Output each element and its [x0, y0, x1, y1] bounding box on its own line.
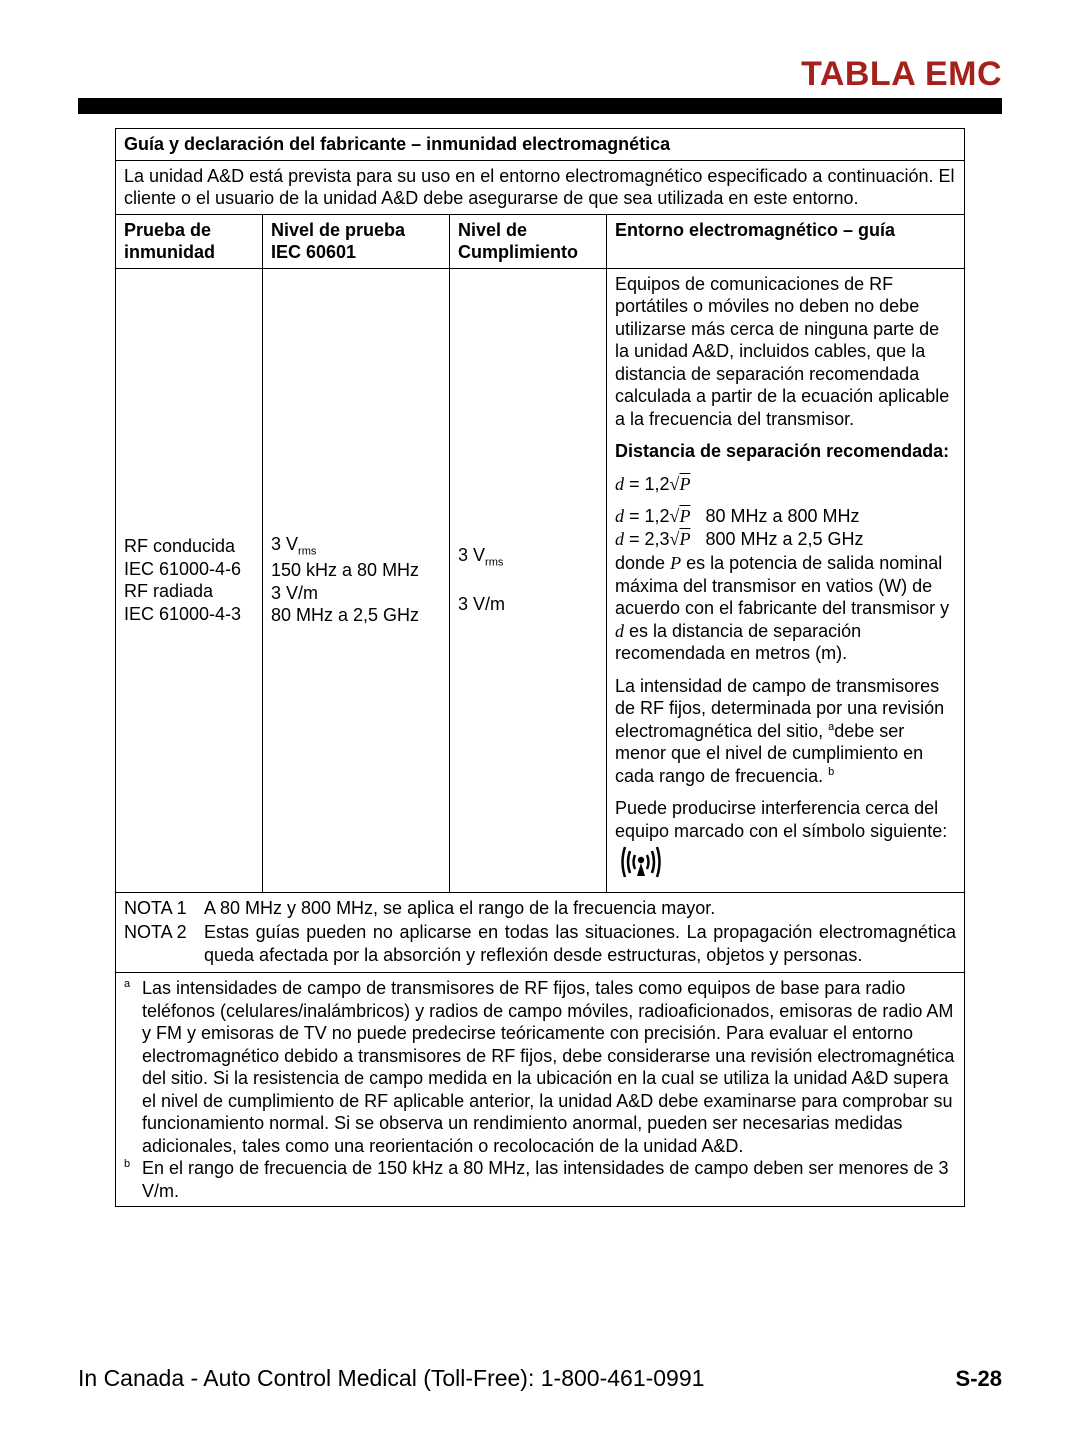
- emc-table-container: Guía y declaración del fabricante – inmu…: [115, 128, 965, 1207]
- note-2: NOTA 2 Estas guías pueden no aplicarse e…: [124, 921, 956, 966]
- col-header-text: Nivel de prueba: [271, 220, 405, 240]
- compliance-value: 3 V/m: [458, 594, 505, 614]
- test-standard: IEC 61000-4-3: [124, 604, 241, 624]
- footnote-text: Las intensidades de campo de transmisore…: [142, 977, 956, 1157]
- page-title: TABLA EMC: [801, 55, 1002, 94]
- footnote-a: a Las intensidades de campo de transmiso…: [124, 977, 956, 1157]
- col-header-text: Cumplimiento: [458, 242, 578, 262]
- compliance-value: 3 V: [458, 545, 485, 565]
- test-name: RF radiada: [124, 581, 213, 601]
- cell-guidance: Equipos de comunicaciones de RF portátil…: [607, 268, 965, 892]
- col-header-test-level: Nivel de prueba IEC 60601: [263, 214, 450, 268]
- note-1: NOTA 1 A 80 MHz y 800 MHz, se aplica el …: [124, 897, 956, 920]
- col-header-immunity: Prueba de inmunidad: [116, 214, 263, 268]
- test-level-value: 3 V: [271, 534, 298, 554]
- note-label: NOTA 1: [124, 897, 204, 920]
- table-main-heading: Guía y declaración del fabricante – inmu…: [116, 129, 965, 161]
- equation-1: d = 1,2√P: [615, 473, 956, 496]
- cell-test-level: 3 Vrms 150 kHz a 80 MHz 3 V/m 80 MHz a 2…: [263, 268, 450, 892]
- equations-23: d = 1,2√P 80 MHz a 800 MHz d = 2,3√P 800…: [615, 505, 956, 550]
- guidance-p1: Equipos de comunicaciones de RF portátil…: [615, 273, 956, 431]
- cell-footnotes: a Las intensidades de campo de transmiso…: [116, 973, 965, 1207]
- emc-table: Guía y declaración del fabricante – inmu…: [115, 128, 965, 1207]
- footnote-label: b: [124, 1157, 142, 1202]
- col-header-guidance: Entorno electromagnético – guía: [607, 214, 965, 268]
- rf-interference-icon: [618, 842, 664, 888]
- title-bar: [78, 98, 1002, 114]
- col-header-text: inmunidad: [124, 242, 215, 262]
- test-level-range: 80 MHz a 2,5 GHz: [271, 605, 419, 625]
- footnote-b: b En el rango de frecuencia de 150 kHz a…: [124, 1157, 956, 1202]
- guidance-p4: Puede producirse interferencia cerca del…: [615, 797, 956, 888]
- footnote-label: a: [124, 977, 142, 1157]
- note-text: Estas guías pueden no aplicarse en todas…: [204, 921, 956, 966]
- guidance-heading: Distancia de separación recomendada:: [615, 440, 956, 463]
- test-level-range: 150 kHz a 80 MHz: [271, 560, 419, 580]
- note-text: A 80 MHz y 800 MHz, se aplica el rango d…: [204, 897, 956, 920]
- guidance-p2: donde P es la potencia de salida nominal…: [615, 552, 956, 665]
- test-name: RF conducida: [124, 536, 235, 556]
- test-standard: IEC 61000-4-6: [124, 559, 241, 579]
- cell-notes: NOTA 1 A 80 MHz y 800 MHz, se aplica el …: [116, 892, 965, 973]
- cell-immunity-test: RF conducida IEC 61000-4-6 RF radiada IE…: [116, 268, 263, 892]
- col-header-compliance: Nivel de Cumplimiento: [450, 214, 607, 268]
- page-footer: In Canada - Auto Control Medical (Toll-F…: [78, 1365, 1002, 1392]
- note-label: NOTA 2: [124, 921, 204, 966]
- footer-contact: In Canada - Auto Control Medical (Toll-F…: [78, 1365, 704, 1392]
- cell-compliance: 3 Vrms 3 V/m: [450, 268, 607, 892]
- col-header-text: Prueba de: [124, 220, 211, 240]
- subscript: rms: [298, 546, 316, 558]
- table-intro: La unidad A&D está prevista para su uso …: [116, 160, 965, 214]
- footnote-text: En el rango de frecuencia de 150 kHz a 8…: [142, 1157, 956, 1202]
- page-number: S-28: [956, 1366, 1002, 1392]
- col-header-text: IEC 60601: [271, 242, 356, 262]
- col-header-text: Nivel de: [458, 220, 527, 240]
- guidance-p3: La intensidad de campo de transmisores d…: [615, 675, 956, 788]
- test-level-value: 3 V/m: [271, 583, 318, 603]
- subscript: rms: [485, 557, 503, 569]
